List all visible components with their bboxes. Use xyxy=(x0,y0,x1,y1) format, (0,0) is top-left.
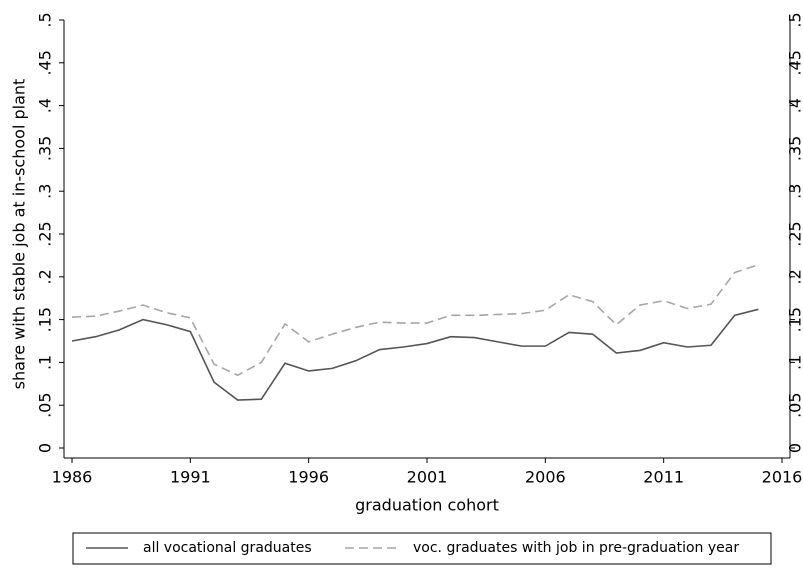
y-tick-label-right: .45 xyxy=(786,50,803,75)
x-tick-label: 2006 xyxy=(525,468,566,487)
y-tick-label-right: 0 xyxy=(786,443,803,453)
y-tick-label: .4 xyxy=(36,98,55,113)
x-tick-label: 1986 xyxy=(52,468,93,487)
x-tick-label: 2001 xyxy=(407,468,448,487)
y-tick-label: 0 xyxy=(36,443,55,453)
y-tick-label: .5 xyxy=(36,12,55,27)
y-tick-label-right: .3 xyxy=(786,184,803,199)
y-tick-label-right: .35 xyxy=(786,136,803,161)
y-tick-label: .45 xyxy=(36,50,55,75)
y-tick-label: .05 xyxy=(36,392,55,417)
legend-box xyxy=(72,532,772,565)
y-tick-label-right: .25 xyxy=(786,221,803,246)
x-tick-label: 1991 xyxy=(170,468,211,487)
x-tick-label: 1996 xyxy=(288,468,329,487)
y-tick-label-right: .05 xyxy=(786,392,803,417)
legend-label: all vocational graduates xyxy=(143,540,312,556)
x-tick-label: 2016 xyxy=(762,468,803,487)
y-tick-label: .2 xyxy=(36,269,55,284)
y-tick-label-right: .4 xyxy=(786,98,803,113)
y-tick-label: .35 xyxy=(36,136,55,161)
x-tick-label: 2011 xyxy=(643,468,684,487)
y-tick-label-right: .5 xyxy=(786,12,803,27)
y-axis-title: share with stable job at in-school plant xyxy=(10,79,29,390)
y-tick-label: .25 xyxy=(36,221,55,246)
y-tick-label-right: .15 xyxy=(786,307,803,332)
series-line xyxy=(71,264,759,377)
y-tick-label: .3 xyxy=(36,184,55,199)
y-tick-label: .15 xyxy=(36,307,55,332)
y-tick-label-right: .2 xyxy=(786,269,803,284)
x-axis-title: graduation cohort xyxy=(355,496,499,515)
y-tick-label-right: .1 xyxy=(786,355,803,370)
series-line xyxy=(71,308,759,401)
y-tick-label: .1 xyxy=(36,355,55,370)
legend-label: voc. graduates with job in pre-graduatio… xyxy=(413,540,739,556)
